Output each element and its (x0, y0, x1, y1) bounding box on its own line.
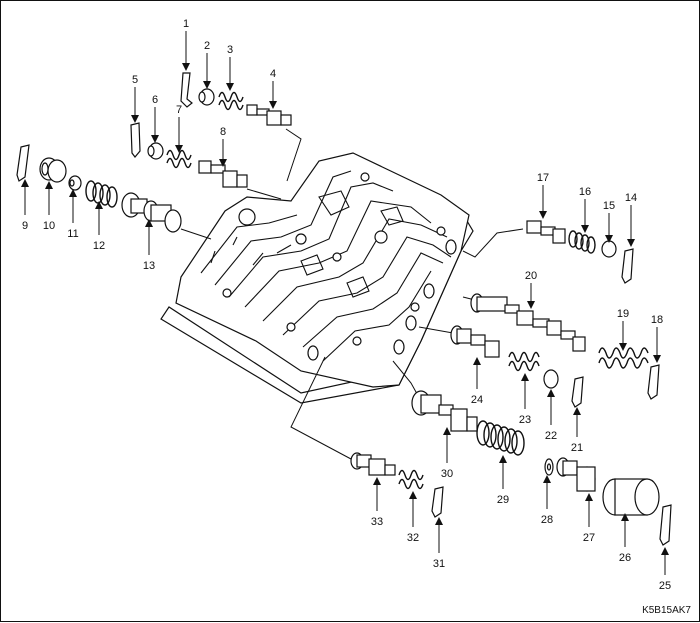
part-29-spring (477, 421, 524, 455)
callout-2: 2 (204, 40, 210, 52)
part-22-plug (544, 370, 558, 388)
valve-body (161, 153, 473, 403)
part-9-retainer-clip (17, 145, 29, 181)
callout-11: 11 (67, 228, 78, 240)
part-31-retainer-clip (432, 487, 443, 517)
callout-12: 12 (93, 240, 105, 252)
part-3-spring (219, 93, 243, 110)
callout-7: 7 (176, 104, 182, 116)
part-16-spring (569, 231, 595, 253)
callout-25: 25 (659, 580, 671, 592)
callout-23: 23 (519, 414, 531, 426)
callout-27: 27 (583, 532, 595, 544)
callout-32: 32 (407, 532, 419, 544)
callout-13: 13 (143, 260, 155, 272)
part-25-retainer-clip (660, 505, 671, 545)
callout-28: 28 (541, 514, 553, 526)
part-19-spring (599, 348, 648, 368)
part-2-plug (199, 89, 214, 105)
part-11-small-plug (69, 176, 81, 190)
callout-33: 33 (371, 516, 383, 528)
image-code: K5B15AK7 (642, 605, 691, 616)
part-23-spring (509, 353, 539, 371)
callout-9: 9 (22, 220, 28, 232)
part-12-spring (86, 181, 117, 207)
part-18-retainer-clip (648, 365, 659, 399)
part-24-valve (451, 326, 499, 357)
callout-21: 21 (571, 442, 583, 454)
callout-3: 3 (227, 44, 233, 56)
part-7-spring (167, 151, 191, 168)
part-1-retainer-clip (181, 73, 192, 107)
callout-17: 17 (537, 172, 549, 184)
part-28-washer (545, 459, 553, 475)
callout-1: 1 (183, 18, 189, 30)
callout-5: 5 (132, 74, 138, 86)
callout-19: 19 (617, 308, 629, 320)
part-6-plug (148, 143, 163, 159)
callout-20: 20 (525, 270, 537, 282)
part-17-valve (527, 221, 565, 243)
part-33-valve (351, 453, 395, 475)
callout-18: 18 (651, 314, 663, 326)
callout-30: 30 (441, 468, 453, 480)
callout-16: 16 (579, 186, 591, 198)
callout-15: 15 (603, 200, 615, 212)
part-10-plug (40, 158, 66, 182)
part-32-spring (399, 471, 423, 489)
callout-26: 26 (619, 552, 631, 564)
part-14-retainer-clip (622, 249, 633, 283)
part-15-plug (602, 241, 616, 257)
part-30-valve (412, 391, 477, 431)
callout-14: 14 (625, 192, 637, 204)
callout-22: 22 (545, 430, 557, 442)
callout-29: 29 (497, 494, 509, 506)
part-21-retainer-clip (572, 377, 583, 407)
callout-4: 4 (270, 68, 276, 80)
part-26-sleeve (603, 479, 659, 515)
callout-6: 6 (152, 94, 158, 106)
part-5-retainer-clip (131, 123, 140, 157)
part-4-valve (247, 105, 291, 125)
callout-8: 8 (220, 126, 226, 138)
callout-10: 10 (43, 220, 55, 232)
part-27-plunger (557, 458, 595, 491)
callout-31: 31 (433, 558, 445, 570)
callout-24: 24 (471, 394, 483, 406)
